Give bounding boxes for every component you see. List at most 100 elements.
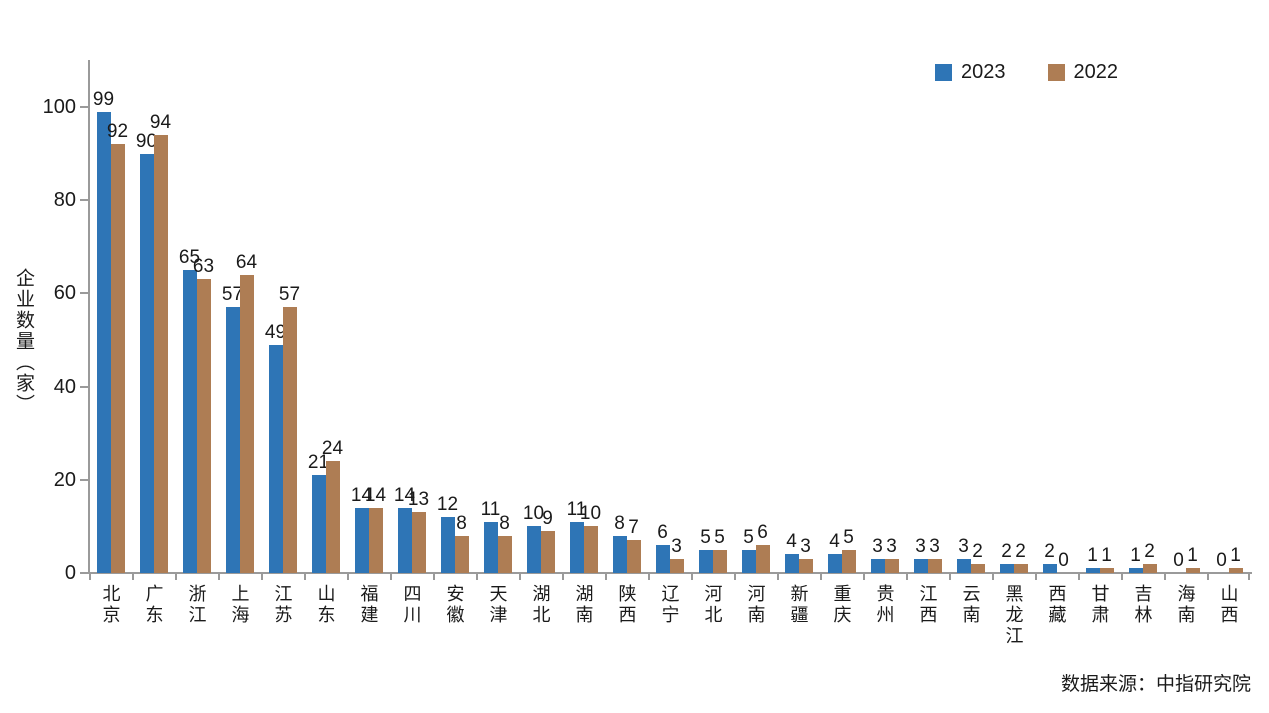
bar-2023-新疆: 4 [784,532,799,573]
bar-2022-山西: 1 [1228,546,1243,573]
bar-2022-河南: 6 [755,523,770,573]
bar-value-2023-北京: 99 [92,88,115,110]
bar-value-2023-海南: 0 [1173,550,1184,571]
x-axis-label-江苏: 江苏 [272,584,293,626]
bar-value-2023-吉林: 1 [1130,545,1141,567]
x-tick-mark-7 [390,573,392,580]
bar-2023-安徽: 12 [437,495,458,573]
bar-value-2023-四川: 14 [393,484,416,506]
bar-value-2022-四川: 13 [407,489,430,511]
bar-2023-浙江: 65 [179,248,200,573]
legend-item-2023: 2023 [935,62,1006,82]
y-tick-label-20: 20 [53,468,76,491]
bar-value-2023-山东: 21 [307,452,330,474]
bar-2022-甘肃: 1 [1099,546,1114,573]
x-axis-label-江西: 江西 [917,584,938,626]
y-tick-label-0: 0 [64,562,76,584]
x-axis-label-湖北: 湖北 [530,584,551,626]
bar-2023-北京: 99 [93,90,114,573]
bar-2022-云南: 2 [970,542,985,573]
bar-value-2022-上海: 64 [235,251,258,273]
bar-value-2022-山东: 24 [321,438,344,460]
bar-value-2022-浙江: 63 [192,256,215,278]
bar-2022-吉林: 2 [1142,542,1157,573]
bar-2023-福建: 14 [351,486,372,573]
bar-value-2023-山西: 0 [1216,550,1227,571]
x-axis-label-甘肃: 甘肃 [1089,584,1110,626]
x-axis-label-安徽: 安徽 [444,584,465,626]
bar-value-2022-广东: 94 [149,111,172,133]
bar-2023-吉林: 1 [1128,546,1143,573]
x-tick-mark-8 [433,573,435,580]
y-tick-label-40: 40 [53,375,76,398]
x-tick-mark-17 [820,573,822,580]
bar-2022-上海: 64 [236,253,257,573]
x-axis-label-吉林: 吉林 [1132,584,1153,626]
bar-value-2022-贵州: 3 [886,536,897,558]
bar-2023-江西: 3 [913,537,928,573]
x-axis-label-西藏: 西藏 [1046,584,1067,626]
bar-value-2022-吉林: 2 [1144,540,1155,562]
x-tick-mark-11 [562,573,564,580]
bar-2022-天津: 8 [497,514,512,573]
bar-2023-天津: 11 [481,500,500,573]
x-tick-mark-4 [261,573,263,580]
bar-2022-黑龙江: 2 [1013,542,1028,573]
y-axis-title: 企业数量（家） [13,268,34,415]
bar-value-2022-河北: 5 [714,526,725,548]
x-axis-label-北京: 北京 [100,584,121,626]
bar-2023-湖北: 10 [523,504,544,573]
legend-swatch-2023 [935,63,952,81]
x-axis-label-湖南: 湖南 [573,584,594,626]
x-axis-label-山东: 山东 [315,584,336,626]
bar-2022-江西: 3 [927,537,942,573]
x-tick-mark-18 [863,573,865,580]
bar-2023-西藏: 2 [1042,542,1057,573]
bar-2022-新疆: 3 [798,537,813,573]
bar-value-2022-云南: 2 [972,540,983,562]
bar-value-2022-江苏: 57 [278,284,301,306]
x-tick-mark-6 [347,573,349,580]
x-tick-mark-2 [175,573,177,580]
bar-2022-河北: 5 [712,528,727,573]
bar-value-2023-江苏: 49 [264,321,287,343]
source-note: 数据来源：中指研究院 [1060,674,1251,695]
bar-2022-浙江: 63 [193,257,214,573]
x-axis-tick-marks [89,573,1250,581]
x-axis-label-海南: 海南 [1175,584,1196,626]
x-axis-label-黑龙江: 黑龙江 [1003,584,1024,647]
legend-swatch-2022 [1047,63,1065,81]
x-axis-label-河南: 河南 [745,584,766,626]
x-axis-label-辽宁: 辽宁 [659,584,680,626]
bar-value-2023-福建: 14 [350,484,373,506]
bar-value-2023-贵州: 3 [872,536,883,558]
bar-2023-四川: 14 [394,486,415,573]
bar-2023-甘肃: 1 [1085,546,1100,573]
bar-2023-陕西: 8 [612,514,627,573]
bar-value-2023-河北: 5 [700,526,711,548]
bar-value-2022-福建: 14 [364,484,387,506]
plot-area: 99 92 90 94 65 63 57 64 49 57 21 24 14 14 14 13 12 8 11 8 10… [89,90,1250,573]
bar-2022-贵州: 3 [884,537,899,573]
x-axis-label-云南: 云南 [960,584,981,626]
y-tick-label-100: 100 [42,96,76,118]
bar-2023-山东: 21 [308,453,329,573]
bar-value-2023-江西: 3 [915,536,926,558]
bar-value-2023-河南: 5 [743,526,754,548]
bar-value-2022-湖南: 10 [579,503,602,525]
bar-value-2022-甘肃: 1 [1101,545,1112,567]
bar-value-2023-云南: 3 [958,536,969,558]
legend: 2023 2022 [935,62,1118,82]
x-tick-mark-5 [304,573,306,580]
bar-value-2023-新疆: 4 [786,531,797,553]
bar-2023-辽宁: 6 [655,523,670,573]
y-axis-line [88,60,90,573]
x-axis-label-陕西: 陕西 [616,584,637,626]
bar-2022-重庆: 5 [841,528,856,573]
y-tick-mark-100 [80,106,88,108]
x-tick-mark-21 [992,573,994,580]
bar-2022-福建: 14 [365,486,386,573]
bar-value-2023-西藏: 2 [1044,540,1055,562]
bar-2022-山东: 24 [322,439,343,573]
bar-2023-湖南: 11 [567,500,586,573]
